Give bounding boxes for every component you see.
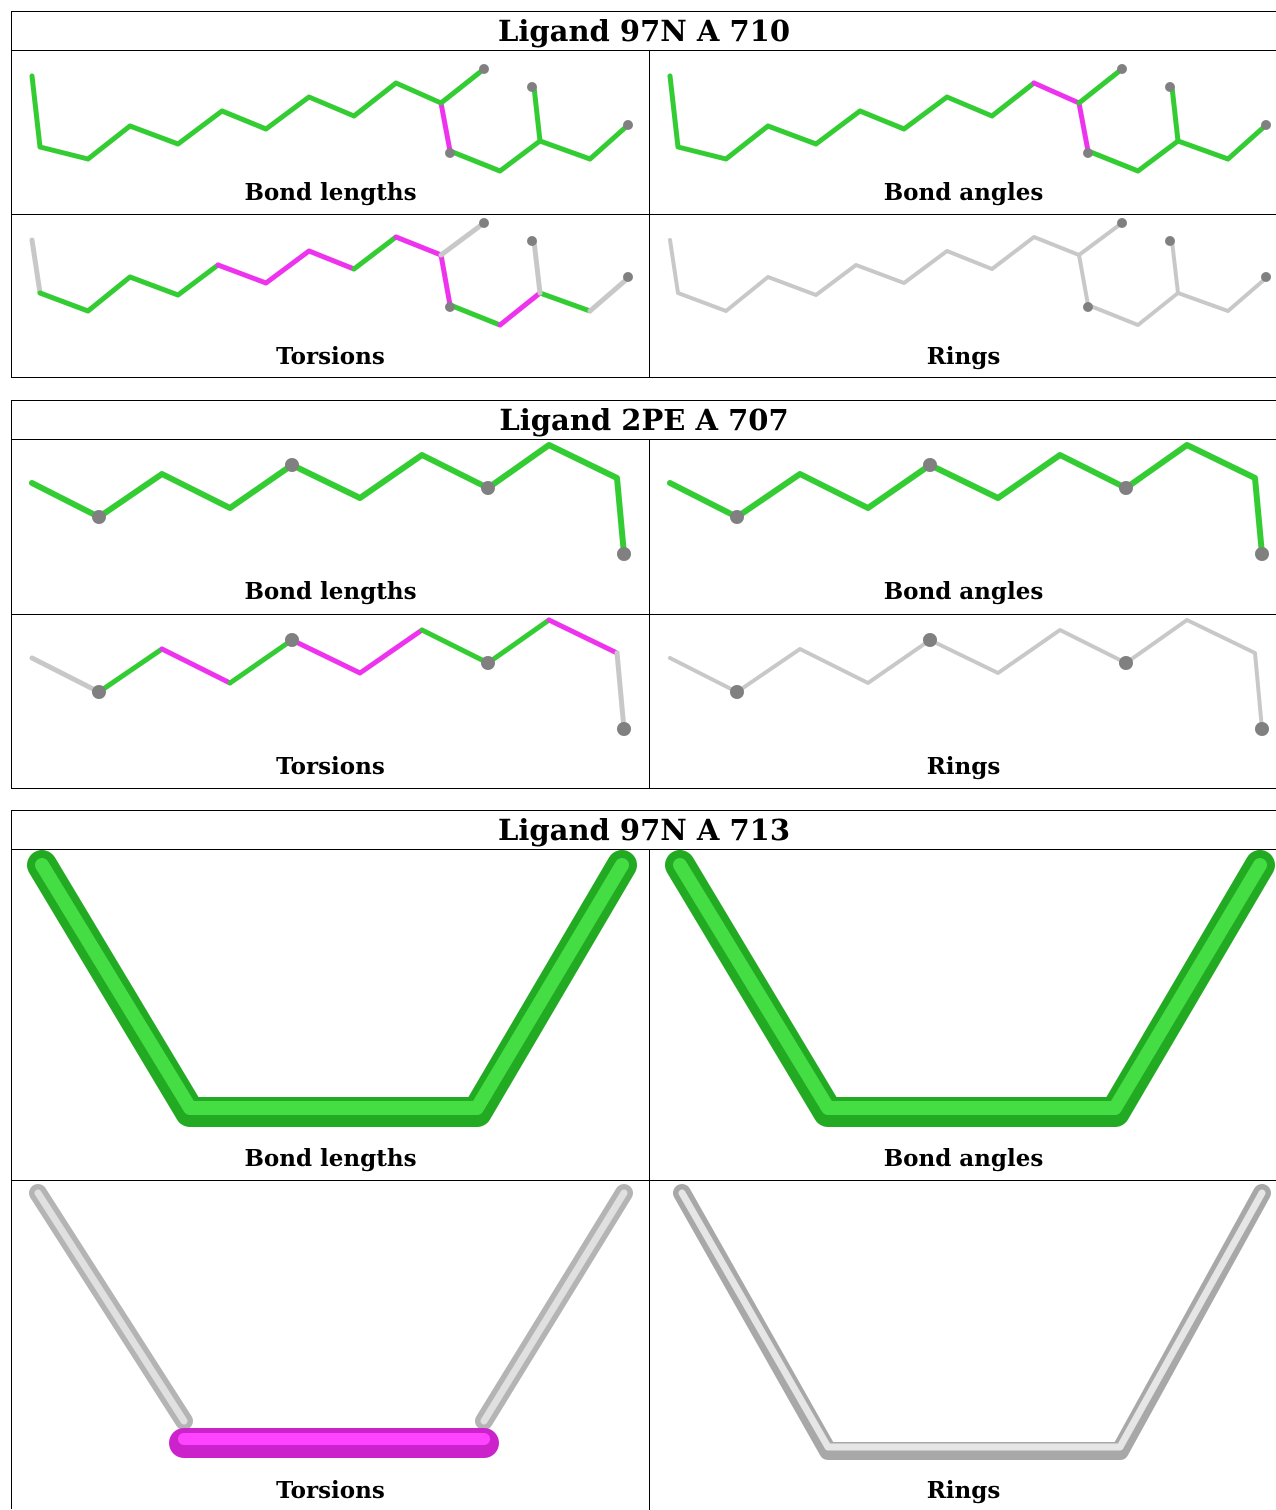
- ligand-2pe-707-bond-angles-image: [667, 442, 1269, 561]
- row-divider: [12, 614, 1276, 615]
- ligand-2pe-707-torsions-image: [29, 617, 631, 736]
- panel-bond-lengths: Bond lengths: [12, 850, 649, 1180]
- panel-rings: Rings: [650, 215, 1276, 378]
- panel-caption: Torsions: [276, 753, 385, 780]
- ligand-97n-710-bond-angles-image: [667, 64, 1271, 174]
- panel-torsions: Torsions: [12, 215, 649, 378]
- ligand-table-1: Ligand 97N A 710 Bond lengths: [11, 11, 1276, 378]
- panel-torsions: Torsions: [12, 1181, 649, 1510]
- panel-rings: Rings: [650, 615, 1276, 789]
- panel-caption: Bond angles: [883, 179, 1044, 206]
- row-divider: [12, 214, 1276, 215]
- ligand-title: Ligand 97N A 710: [12, 12, 1276, 51]
- panel-bond-angles: Bond angles: [650, 440, 1276, 614]
- ligand-2pe-707-rings-image: [668, 618, 1269, 736]
- panel-caption: Bond lengths: [244, 179, 417, 206]
- ligand-2pe-707-bond-lengths-image: [29, 442, 631, 561]
- ligand-97n-713-rings-image: [673, 1184, 1271, 1460]
- ligand-table-2: Ligand 2PE A 707 Bond lengths Bond angle…: [11, 400, 1276, 789]
- ligand-97n-713-bond-lengths-image: [27, 850, 637, 1127]
- panel-caption: Rings: [926, 343, 1001, 370]
- panel-caption: Rings: [926, 1477, 1001, 1504]
- row-divider: [12, 1180, 1276, 1181]
- panel-caption: Bond angles: [883, 578, 1044, 605]
- ligand-table-3: Ligand 97N A 713 Bond lengths Bond angle…: [11, 810, 1276, 1510]
- panel-caption: Rings: [926, 753, 1001, 780]
- panel-torsions: Torsions: [12, 615, 649, 789]
- ligand-97n-713-torsions-image: [29, 1184, 633, 1458]
- panel-caption: Torsions: [276, 343, 385, 370]
- panel-caption: Bond angles: [883, 1145, 1044, 1172]
- panel-caption: Bond lengths: [244, 578, 417, 605]
- panel-caption: Torsions: [276, 1477, 385, 1504]
- panel-bond-lengths: Bond lengths: [12, 51, 649, 214]
- ligand-title: Ligand 2PE A 707: [12, 401, 1276, 440]
- ligand-97n-713-bond-angles-image: [665, 850, 1275, 1127]
- panel-rings: Rings: [650, 1181, 1276, 1510]
- panel-bond-angles: Bond angles: [650, 51, 1276, 214]
- panel-caption: Bond lengths: [244, 1145, 417, 1172]
- ligand-97n-710-bond-lengths-image: [29, 64, 633, 174]
- ligand-97n-710-torsions-image: [29, 218, 633, 328]
- ligand-title: Ligand 97N A 713: [12, 811, 1276, 850]
- panel-bond-angles: Bond angles: [650, 850, 1276, 1180]
- ligand-97n-710-rings-image: [668, 218, 1271, 327]
- panel-bond-lengths: Bond lengths: [12, 440, 649, 614]
